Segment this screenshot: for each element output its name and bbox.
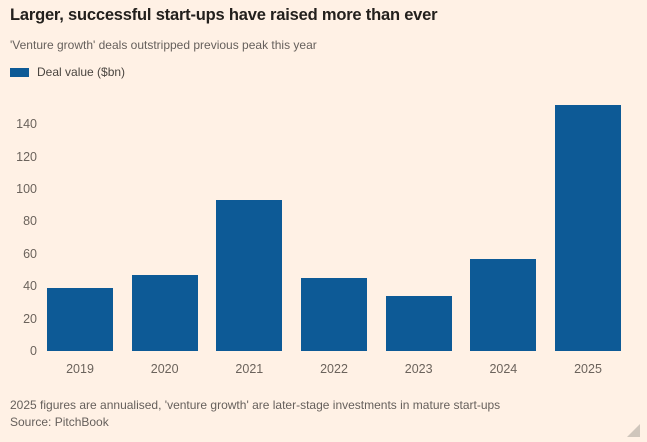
legend-label: Deal value ($bn) (37, 65, 126, 79)
bar-2020 (131, 274, 198, 351)
bar-2021 (216, 200, 283, 351)
y-tick-label: 20 (23, 311, 37, 326)
x-tick-label: 2021 (235, 362, 264, 376)
x-tick-label: 2019 (66, 362, 94, 376)
chart-footer: 2025 figures are annualised, 'venture gr… (10, 397, 500, 430)
y-tick-label: 60 (23, 246, 37, 261)
y-tick-label: 0 (30, 344, 37, 358)
footer-note: 2025 figures are annualised, 'venture gr… (10, 398, 501, 412)
legend: Deal value ($bn) (10, 65, 125, 79)
y-tick-label: 100 (16, 182, 37, 196)
bar-2019 (47, 287, 113, 351)
y-tick-label: 40 (23, 279, 37, 294)
y-tick-label: 120 (16, 149, 37, 164)
bar-2025 (555, 104, 622, 351)
chart-title: Larger, successful start-ups have raised… (10, 6, 438, 24)
x-tick-label: 2025 (574, 362, 602, 376)
bar-2023 (385, 295, 452, 351)
x-tick-label: 2023 (404, 362, 433, 376)
chart-subtitle: 'Venture growth' deals outstripped previ… (10, 38, 317, 52)
x-tick-label: 2022 (320, 362, 348, 376)
y-tick-label: 140 (16, 117, 37, 132)
legend-swatch-icon (10, 67, 29, 77)
x-tick-label: 2020 (150, 362, 179, 376)
x-tick-label: 2024 (489, 362, 518, 376)
bar-2024 (470, 258, 537, 351)
y-tick-label: 80 (23, 214, 37, 229)
resize-grip-icon[interactable] (627, 424, 640, 437)
footer-source: Source: PitchBook (10, 414, 109, 429)
bar-2022 (301, 278, 367, 351)
